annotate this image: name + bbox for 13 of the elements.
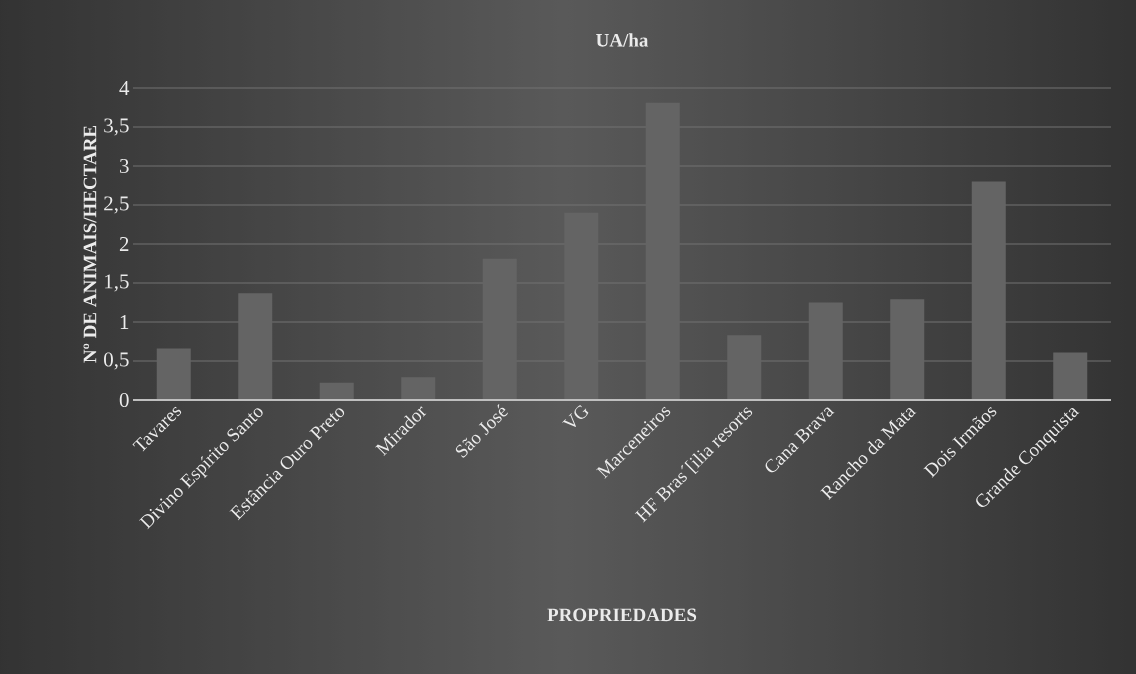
y-tick-label: 1 — [120, 315, 129, 329]
y-tick-label: 0,5 — [104, 352, 129, 370]
x-tick-label: VG — [562, 405, 589, 427]
x-axis-title: PROPRIEDADES — [547, 608, 697, 622]
y-tick-label: 3 — [119, 158, 129, 174]
y-tick-label: 2 — [119, 237, 129, 251]
y-axis-title: Nº DE ANIMAIS/HECTARE — [83, 125, 97, 363]
chart-title: UA/ha — [596, 33, 649, 47]
y-tick-label: 2,5 — [104, 196, 129, 214]
y-tick-label: 4 — [119, 81, 130, 95]
y-tick-label: 3,5 — [104, 118, 129, 136]
y-tick-label: 0 — [119, 392, 129, 408]
y-tick-label: 1,5 — [105, 274, 129, 292]
